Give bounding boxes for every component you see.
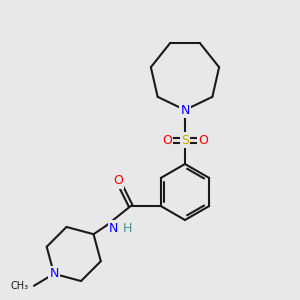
Text: N: N <box>109 221 119 235</box>
Text: S: S <box>181 134 189 146</box>
Text: O: O <box>113 175 123 188</box>
Text: O: O <box>198 134 208 146</box>
Text: O: O <box>162 134 172 146</box>
Text: H: H <box>123 221 132 235</box>
Text: N: N <box>49 267 58 280</box>
Text: N: N <box>180 103 190 116</box>
Text: CH₃: CH₃ <box>11 281 29 291</box>
